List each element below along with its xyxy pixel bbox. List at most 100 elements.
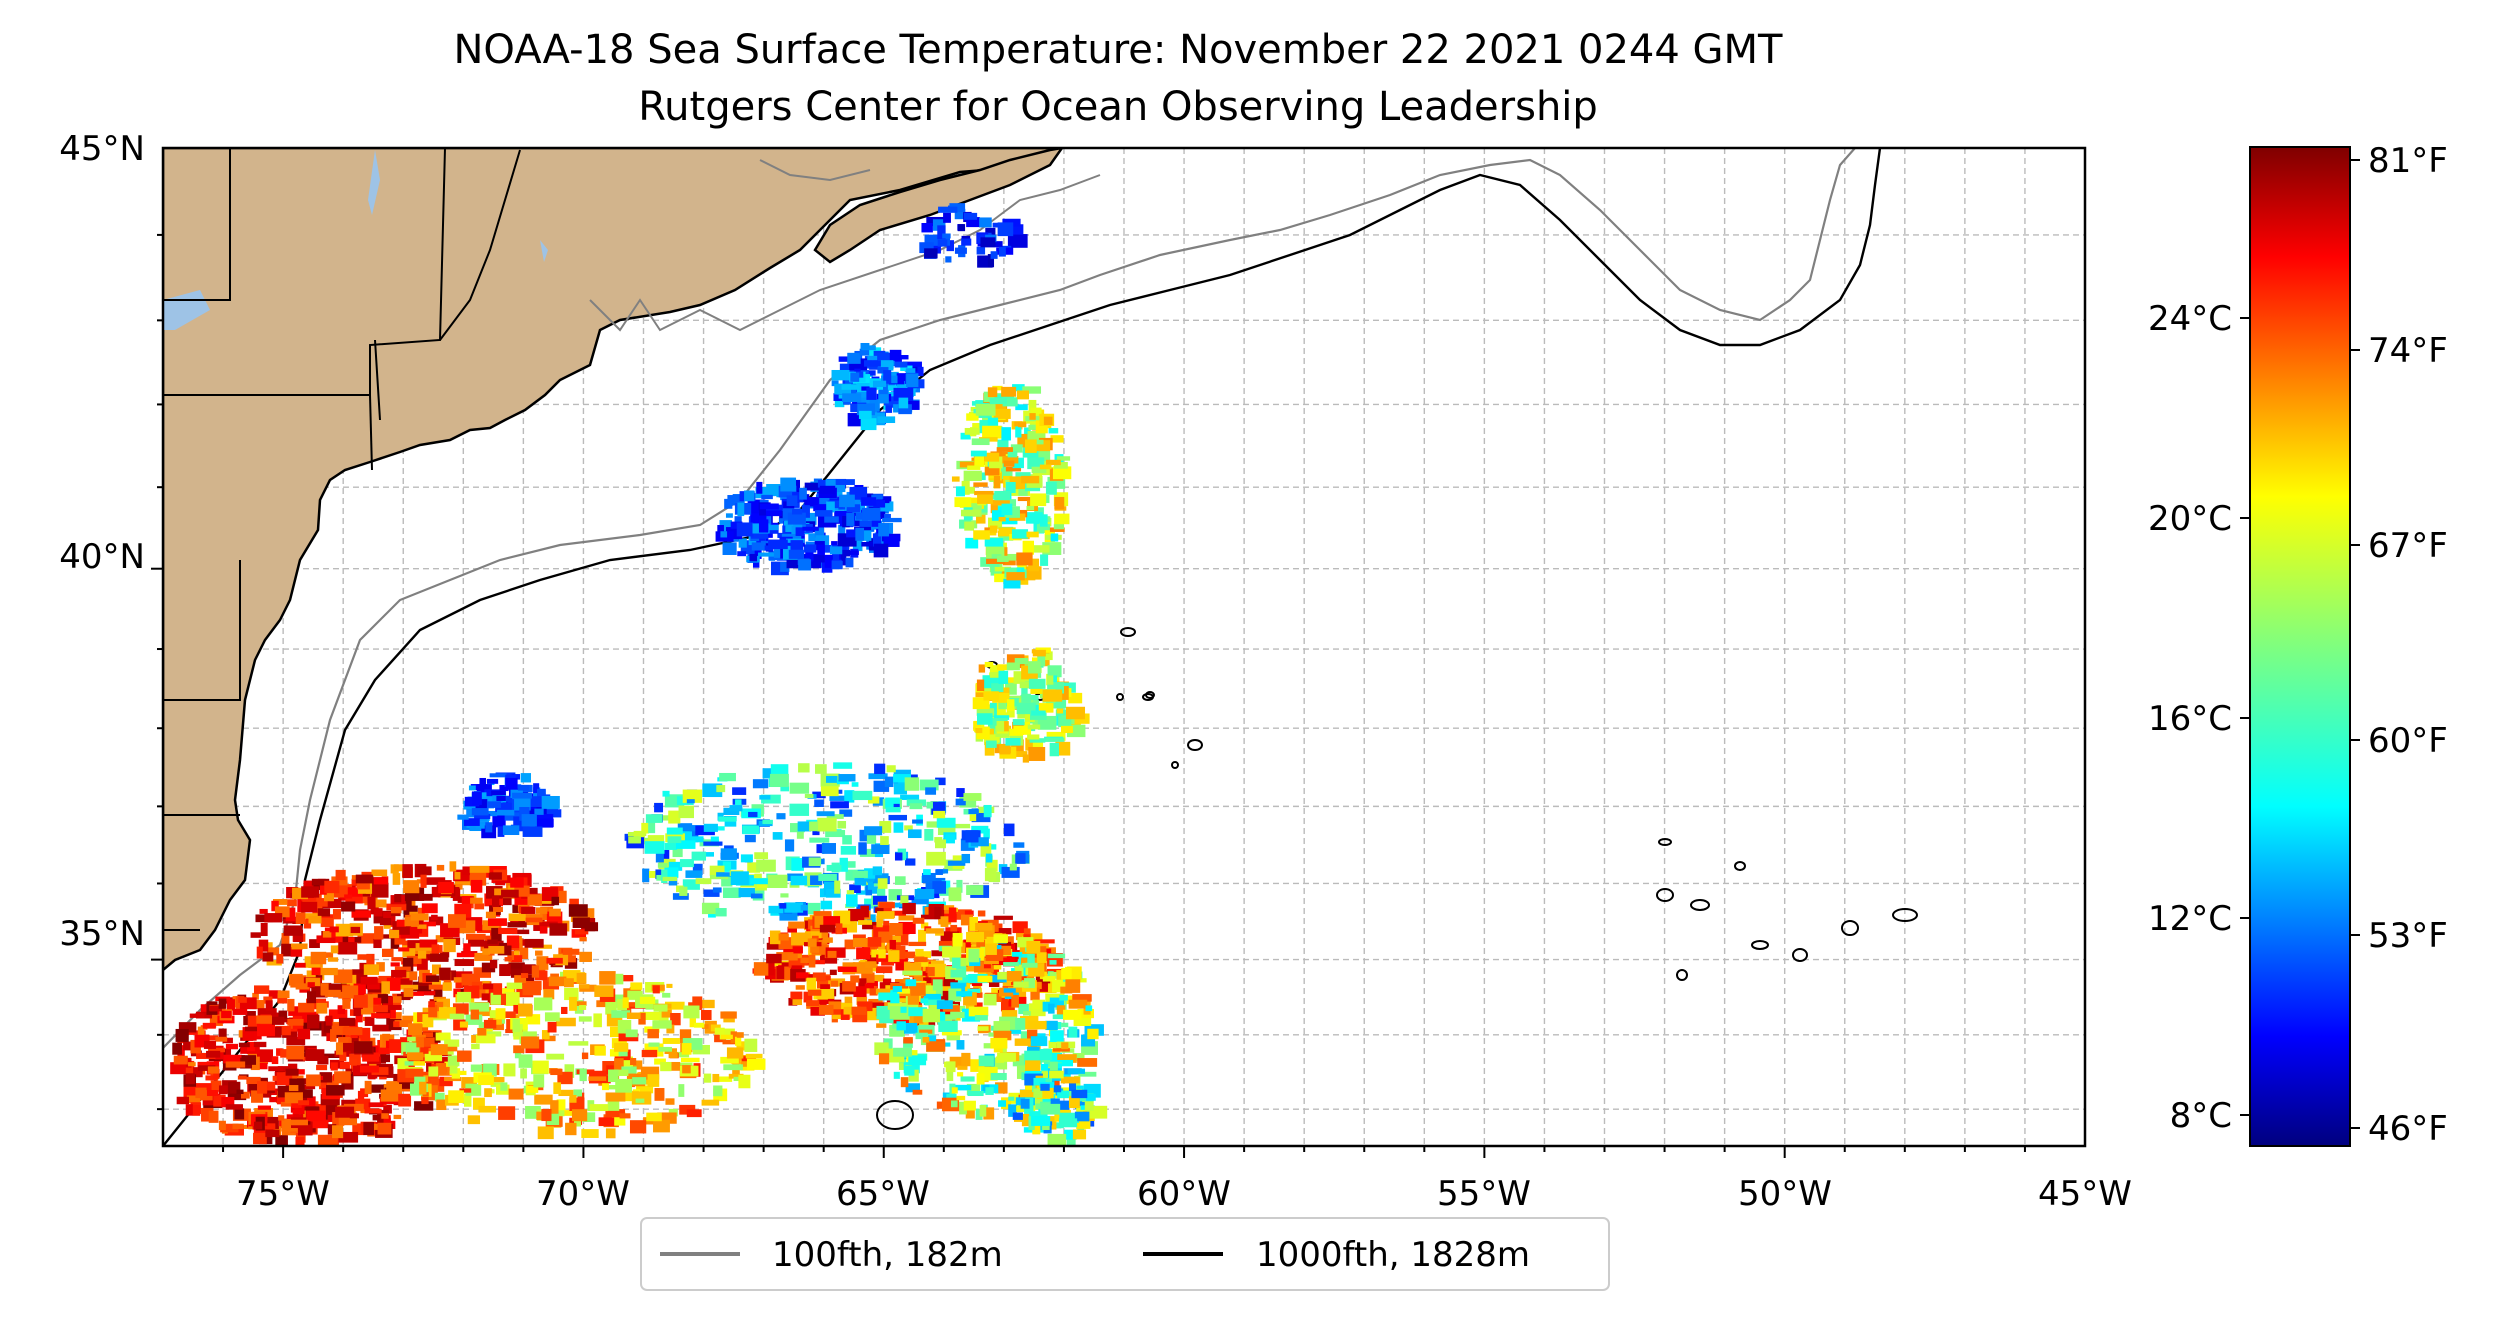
sst-pixel [994,566,1012,572]
sst-pixel [1068,1096,1080,1109]
sst-pixel [351,878,359,887]
sst-pixel [940,916,949,927]
sst-pixel [894,852,903,861]
sst-pixel [1042,689,1063,702]
sst-pixel [884,396,903,408]
sst-pixel [373,1005,388,1013]
sst-pixel [952,932,963,947]
sst-pixel [896,1021,906,1031]
sst-pixel [990,251,998,259]
sst-pixel [301,886,320,898]
sst-pixel [787,953,798,961]
sst-pixel [652,1020,672,1029]
lat-label-35n: 35°N [59,914,145,954]
sst-pixel [266,960,282,966]
sst-pixel [277,990,290,999]
sst-pixel [682,879,700,890]
sst-pixel [780,893,789,898]
sst-pixel [819,496,838,505]
sst-pixel [339,1061,350,1070]
sst-pixel [679,886,688,896]
sst-pixel [657,1112,677,1124]
legend: 100fth, 182m 1000fth, 1828m [640,1217,1610,1291]
sst-pixel [1056,456,1071,461]
sst-pixel [488,866,507,872]
sst-pixel [371,1013,391,1019]
sst-pixel [1016,552,1033,566]
sst-pixel [519,947,529,960]
sst-pixel [1029,1111,1048,1120]
sst-pixel [1059,994,1068,1001]
sst-pixel [1072,994,1092,1002]
sst-pixel [856,890,868,895]
sst-pixel [1006,572,1025,581]
sst-pixel [1049,960,1057,965]
sst-pixel [186,1062,196,1067]
sst-pixel [1005,224,1024,235]
sst-pixel [534,808,544,815]
sst-pixel [941,1030,962,1036]
sst-pixel [377,994,389,1004]
sst-pixel [717,525,724,534]
sst-pixel [786,495,798,507]
sst-pixel [959,1101,967,1115]
sst-pixel [596,1000,607,1008]
sst-pixel [338,1037,352,1046]
sst-pixel [417,866,432,876]
sst-pixel [942,946,962,958]
sst-pixel [484,940,504,949]
sst-pixel [862,921,880,930]
sst-pixel [213,1094,226,1107]
sst-pixel [897,988,910,994]
sst-pixel [198,1065,216,1071]
sst-pixel [449,861,457,872]
sst-pixel [874,1042,889,1056]
sst-pixel [1003,823,1015,837]
sst-pixel [877,360,894,371]
sst-pixel [990,499,1010,506]
sst-pixel [976,939,986,949]
sst-pixel [975,403,996,416]
sst-pixel [275,1025,291,1036]
sst-pixel [464,1093,472,1107]
sst-pixel [860,905,869,918]
sst-pixel [790,823,805,833]
sst-pixel [856,403,875,416]
sst-pixel [977,494,993,504]
sst-pixel [377,1122,392,1135]
sst-pixel [987,387,998,398]
sst-pixel [935,869,943,875]
sst-pixel [890,990,900,1004]
sst-pixel [536,818,554,828]
sst-pixel [830,980,839,987]
sst-pixel [319,1080,327,1090]
sst-pixel [684,836,704,843]
sst-pixel [569,1094,577,1103]
sst-pixel [436,864,445,871]
sst-pixel [810,941,820,953]
sst-pixel [421,1091,429,1105]
sst-pixel [1007,234,1028,248]
sst-pixel [1008,1096,1015,1101]
sst-pixel [298,1002,315,1013]
sst-pixel [368,1102,384,1108]
land-north-america [163,148,1063,972]
sst-pixel [721,873,733,887]
sst-pixel [465,1083,482,1096]
sst-pixel [1005,481,1016,493]
sst-pixel [859,829,870,842]
sst-pixel [709,865,725,876]
sst-pixel [766,484,781,497]
sst-pixel [478,1105,497,1113]
sst-pixel [756,881,769,888]
sst-pixel [1005,677,1018,684]
sst-pixel [977,1026,989,1031]
sst-pixel [1047,1052,1063,1064]
sst-pixel [908,829,922,839]
sst-pixel [477,1027,487,1036]
sst-pixel [871,516,882,527]
sst-pixel [419,921,436,927]
sst-pixel [1028,746,1046,761]
sst-pixel [787,926,797,933]
sst-pixel [937,823,956,835]
